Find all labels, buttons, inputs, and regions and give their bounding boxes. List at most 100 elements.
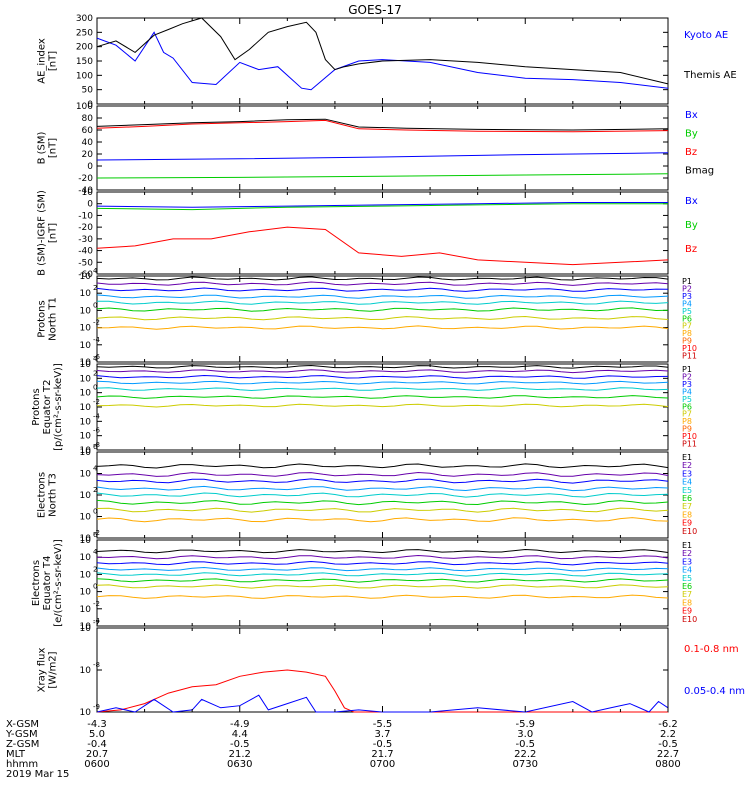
bsm-ylabel: B (SM) <box>37 131 48 164</box>
e_north-series-e3 <box>96 478 669 484</box>
bsm-legend-item: Bx <box>685 110 698 121</box>
xaxis-row-label: MLT <box>6 749 26 760</box>
p_equator-ytick-exponent: -4 <box>93 412 101 420</box>
e_equator-legend-item: E2 <box>682 549 692 558</box>
bsm-series-by <box>96 173 669 179</box>
p_north-series-p3 <box>96 287 669 292</box>
bsm-ytick-label: 40 <box>82 138 94 148</box>
p_north-series-p6 <box>96 307 669 312</box>
p_north-legend-item: P10 <box>682 344 697 353</box>
bsm-series-bx <box>96 152 669 161</box>
e_equator-legend-item: E3 <box>682 557 692 566</box>
e_north-ytick-exponent: 4 <box>93 465 98 473</box>
p_north-legend-item: P7 <box>682 322 692 331</box>
xaxis-row-label: Y-GSM <box>5 729 38 740</box>
e_north-legend-item: E4 <box>682 478 692 487</box>
xray-legend-item: 0.05-0.4 nm <box>684 686 745 697</box>
e_north-ytick-label: 10 <box>80 448 92 458</box>
xaxis-tick-label: 21.2 <box>229 749 251 760</box>
e_north-ytick-exponent: -2 <box>93 529 100 537</box>
xaxis-row-label: X-GSM <box>6 719 39 730</box>
e_north-legend-item: E8 <box>682 510 692 519</box>
ae-legend-item: Themis AE <box>683 70 737 81</box>
p_north-legend-item: P9 <box>682 337 692 346</box>
p_equator-series-p4 <box>96 380 669 385</box>
e_north-ytick-label: 10 <box>80 513 92 523</box>
e_equator-legend-item: E1 <box>682 541 692 550</box>
xaxis-tick-label: -0.5 <box>658 739 678 750</box>
bigrf-ytick-label: -40 <box>78 247 93 257</box>
p_north-series-p8 <box>96 325 669 330</box>
plot-title: GOES-17 <box>348 3 402 17</box>
p_north-ytick-exponent: 0 <box>93 301 97 309</box>
xaxis-tick-label: 21.7 <box>371 749 393 760</box>
bigrf-ytick-label: -20 <box>78 223 93 233</box>
p_north-series-p7 <box>96 315 669 321</box>
bigrf-legend-item: Bz <box>685 244 697 255</box>
e_equator-ytick-exponent: 0 <box>93 583 97 591</box>
xray-ytick-exponent: -7 <box>93 619 100 627</box>
p_equator-legend-item: P8 <box>682 417 692 426</box>
xaxis-tick-label: -0.4 <box>87 739 107 750</box>
e_north-legend-item: E3 <box>682 469 692 478</box>
ae-ytick-label: 0 <box>87 100 93 110</box>
e_north-legend-item: E7 <box>682 502 692 511</box>
p_north-ytick-exponent: 4 <box>93 267 98 275</box>
e_north-series-e6 <box>96 499 669 506</box>
bigrf-legend-item: Bx <box>685 196 698 207</box>
bsm-ylabel: [nT] <box>48 138 59 158</box>
ae-ylabel: [nT] <box>48 51 59 71</box>
p_equator-legend-item: P11 <box>682 440 697 449</box>
p_north-ylabel: Protons <box>37 300 48 337</box>
ae-series-kyoto-ae <box>96 31 669 91</box>
p_north-legend-item: P8 <box>682 329 692 338</box>
p_north-ylabel: North T1 <box>48 297 59 341</box>
xaxis-tick-label: 5.0 <box>89 729 105 740</box>
bigrf-series-by <box>96 203 668 211</box>
xaxis-tick-label: 2.2 <box>660 729 676 740</box>
e_north-ytick-exponent: 6 <box>93 443 98 451</box>
e_equator-ytick-exponent: 2 <box>93 565 97 573</box>
e_equator-ylabel: Equator T4 <box>42 556 53 611</box>
xaxis-row-label: Z-GSM <box>6 739 39 750</box>
bigrf-ytick-label: 0 <box>87 200 93 210</box>
xaxis-tick-label: 20.7 <box>86 749 108 760</box>
p_north-ytick-label: 10 <box>80 324 92 334</box>
bsm-ytick-label: 100 <box>76 102 93 112</box>
p_north-ytick-exponent: -4 <box>93 336 101 344</box>
bsm-legend-item: Bz <box>685 147 697 158</box>
bsm-ytick-label: -40 <box>78 186 93 196</box>
bigrf-legend-item: By <box>685 220 698 231</box>
e_north-ytick-label: 10 <box>80 534 92 544</box>
p_north-legend-item: P1 <box>682 277 692 286</box>
p_north-legend-item: P5 <box>682 307 692 316</box>
xaxis-tick-label: -5.9 <box>515 719 535 730</box>
p_north-legend-item: P6 <box>682 314 692 323</box>
e_equator-series-e2 <box>96 554 669 560</box>
e_north-legend-item: E1 <box>682 453 692 462</box>
e_equator-ytick-label: 10 <box>80 570 92 580</box>
p_north-ytick-exponent: -2 <box>93 319 100 327</box>
e_north-ytick-exponent: 0 <box>93 508 97 516</box>
xray-series-0-1-0-8-nm <box>96 669 668 713</box>
p_equator-ytick-label: 10 <box>80 417 92 427</box>
p_equator-ylabel: [p/(cm²-s-sr-keV)] <box>53 363 64 451</box>
p_equator-ytick-label: 10 <box>80 403 92 413</box>
xaxis-tick-label: -5.5 <box>373 719 393 730</box>
bsm-ytick-label: 0 <box>87 162 93 172</box>
p_equator-legend-item: P6 <box>682 402 692 411</box>
e_equator-ytick-exponent: 4 <box>93 548 98 556</box>
e_north-ylabel: North T3 <box>48 473 59 517</box>
p_equator-ytick-label: 10 <box>80 389 92 399</box>
bsm-legend-item: Bmag <box>685 166 714 177</box>
e_equator-series-e7 <box>96 584 669 589</box>
xray-ytick-label: 10 <box>80 624 92 634</box>
p_equator-series-p2 <box>96 369 669 374</box>
p_equator-ylabel: Protons <box>31 388 42 425</box>
p_equator-legend-item: P5 <box>682 395 692 404</box>
p_equator-legend-item: P1 <box>682 365 692 374</box>
ae-ytick-label: 200 <box>76 43 93 53</box>
xaxis-tick-label: 0600 <box>84 759 109 770</box>
xaxis-tick-label: 4.4 <box>232 729 248 740</box>
bigrf-series-bz <box>96 226 669 266</box>
